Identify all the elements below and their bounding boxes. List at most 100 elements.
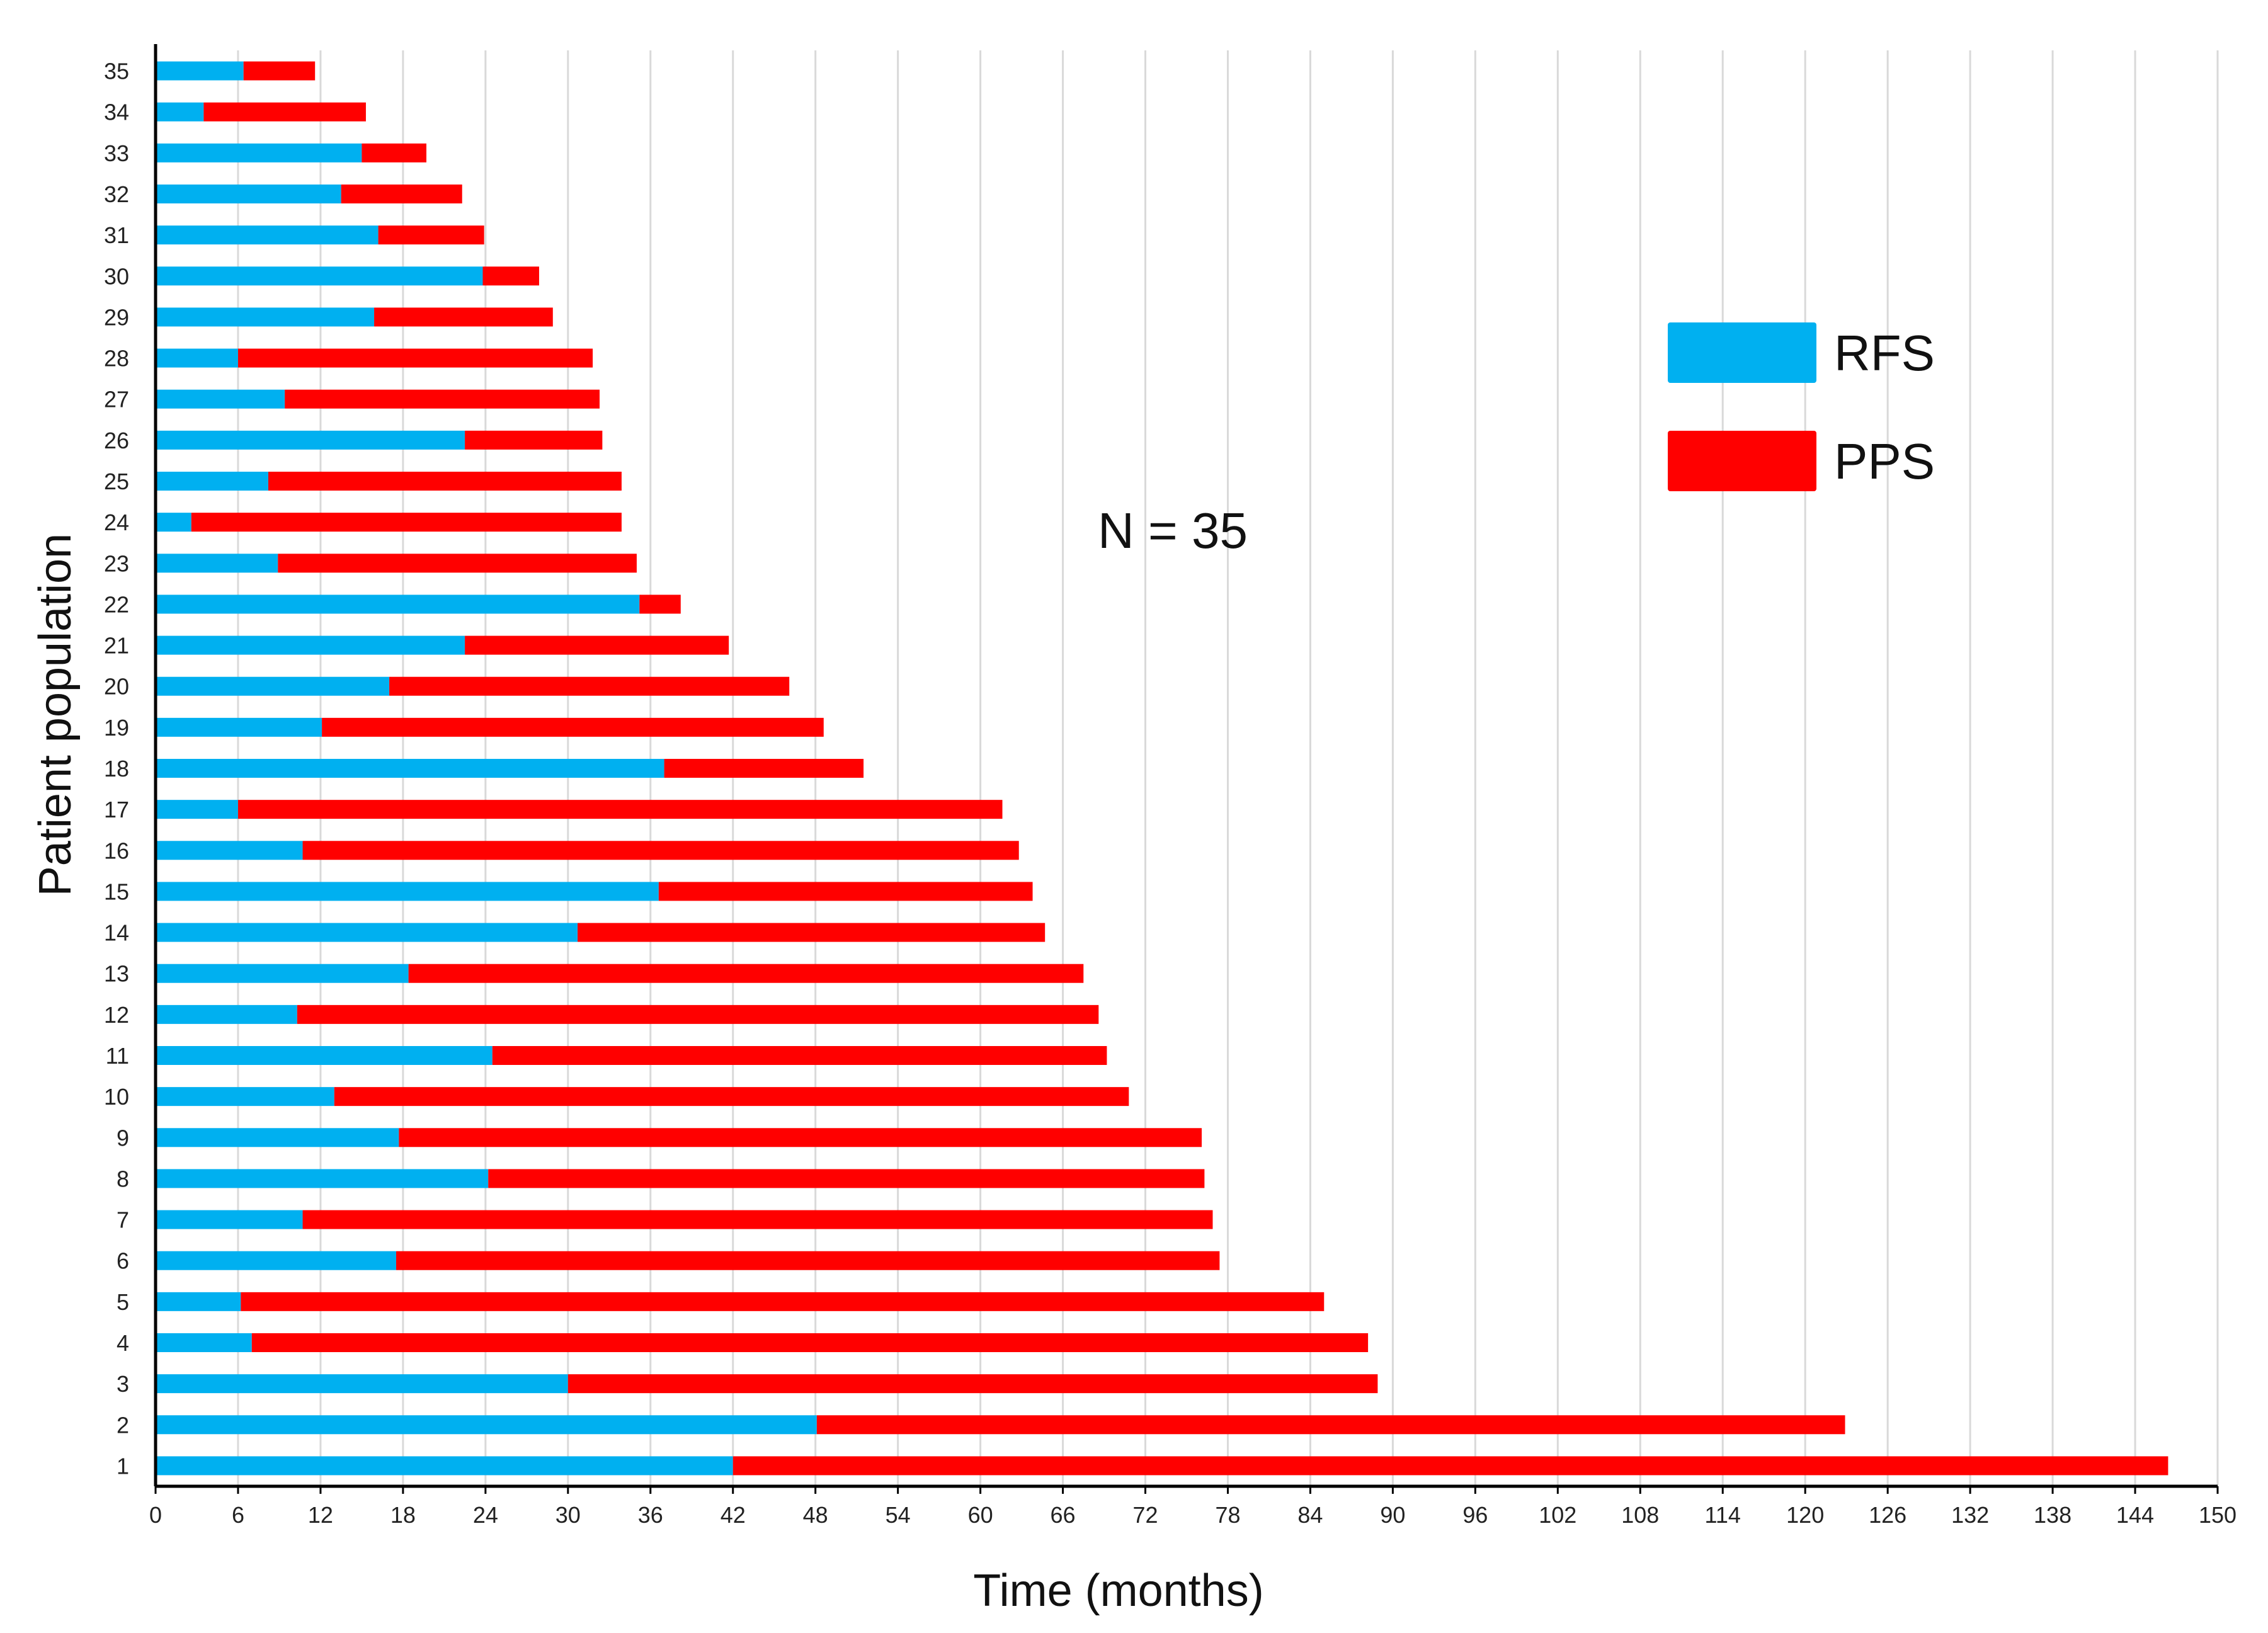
x-tick-label-6: 6 — [232, 1502, 244, 1528]
bar-pps-patient-31 — [378, 225, 484, 245]
bar-rfs-patient-34 — [156, 102, 204, 122]
legend-label-pps: PPS — [1834, 433, 1935, 489]
x-tick-label-108: 108 — [1621, 1502, 1659, 1528]
bar-pps-patient-7 — [302, 1210, 1213, 1229]
y-tick-label-27: 27 — [104, 387, 129, 413]
x-tick-label-102: 102 — [1539, 1502, 1576, 1528]
x-tick-label-18: 18 — [390, 1502, 416, 1528]
y-tick-label-20: 20 — [104, 674, 129, 700]
bar-pps-patient-18 — [664, 759, 864, 778]
x-tick-label-144: 144 — [2116, 1502, 2154, 1528]
y-tick-label-21: 21 — [104, 633, 129, 659]
x-tick-label-132: 132 — [1951, 1502, 1989, 1528]
bar-pps-patient-30 — [482, 266, 539, 286]
y-tick-label-13: 13 — [104, 961, 129, 987]
x-tick-label-12: 12 — [308, 1502, 333, 1528]
y-tick-label-22: 22 — [104, 591, 129, 617]
bar-rfs-patient-23 — [156, 554, 278, 573]
bar-pps-patient-35 — [243, 61, 316, 81]
y-tick-label-33: 33 — [104, 140, 129, 166]
bar-pps-patient-15 — [658, 882, 1033, 901]
x-tick-labels: 0 6 12 18 24 30 36 42 48 54 60 66 72 78 84 90 96 102 108 11… — [149, 1502, 2237, 1528]
x-tick-label-24: 24 — [473, 1502, 498, 1528]
bar-rfs-patient-30 — [156, 266, 483, 286]
x-tick-label-66: 66 — [1051, 1502, 1076, 1528]
bar-pps-patient-14 — [578, 923, 1046, 942]
x-tick-label-150: 150 — [2199, 1502, 2237, 1528]
legend-swatch-pps — [1668, 431, 1816, 491]
bar-rfs-patient-32 — [156, 185, 341, 203]
bar-rfs-patient-6 — [156, 1251, 396, 1270]
bar-rfs-patient-4 — [156, 1333, 252, 1352]
bar-pps-patient-34 — [203, 102, 366, 122]
bar-pps-patient-16 — [302, 841, 1019, 860]
bar-pps-patient-11 — [492, 1046, 1107, 1065]
x-tick-label-96: 96 — [1462, 1502, 1488, 1528]
y-tick-label-5: 5 — [117, 1289, 129, 1315]
bar-rfs-patient-18 — [156, 759, 664, 778]
bar-pps-patient-22 — [639, 595, 681, 614]
bar-rfs-patient-13 — [156, 964, 409, 983]
y-tick-label-4: 4 — [117, 1330, 129, 1356]
bar-pps-patient-28 — [237, 348, 593, 368]
bar-pps-patient-1 — [732, 1456, 2168, 1476]
y-tick-label-18: 18 — [104, 756, 129, 782]
y-tick-label-8: 8 — [117, 1166, 129, 1192]
bar-pps-patient-4 — [251, 1333, 1369, 1352]
bar-pps-patient-5 — [241, 1292, 1325, 1311]
legend: RFS PPS — [1668, 322, 1935, 491]
bar-pps-patient-21 — [465, 635, 729, 655]
x-tick-label-72: 72 — [1132, 1502, 1158, 1528]
bar-rfs-patient-22 — [156, 595, 640, 614]
x-tick-label-120: 120 — [1786, 1502, 1824, 1528]
bar-pps-patient-8 — [488, 1169, 1205, 1188]
x-tick-label-138: 138 — [2034, 1502, 2071, 1528]
bar-pps-patient-26 — [465, 430, 603, 450]
y-tick-label-1: 1 — [117, 1453, 129, 1479]
bar-rfs-patient-17 — [156, 800, 238, 819]
legend-swatch-rfs — [1668, 322, 1816, 383]
y-tick-label-31: 31 — [104, 222, 129, 248]
bar-rfs-patient-15 — [156, 882, 659, 901]
bar-pps-patient-12 — [297, 1004, 1099, 1024]
bars — [156, 61, 2168, 1476]
sample-size-annotation: N = 35 — [1098, 503, 1248, 559]
x-tick-label-54: 54 — [886, 1502, 911, 1528]
y-tick-label-9: 9 — [117, 1125, 129, 1151]
y-tick-label-11: 11 — [106, 1043, 129, 1069]
bar-rfs-patient-3 — [156, 1374, 568, 1394]
x-tick-label-60: 60 — [968, 1502, 993, 1528]
x-tick-label-48: 48 — [803, 1502, 828, 1528]
bar-rfs-patient-7 — [156, 1210, 303, 1229]
x-tick-label-78: 78 — [1215, 1502, 1240, 1528]
legend-label-rfs: RFS — [1834, 325, 1935, 381]
bar-pps-patient-27 — [285, 389, 600, 409]
bar-pps-patient-23 — [278, 554, 637, 573]
y-tick-label-26: 26 — [104, 428, 129, 453]
y-tick-label-25: 25 — [104, 469, 129, 494]
y-tick-label-32: 32 — [104, 181, 129, 207]
x-tick-label-30: 30 — [556, 1502, 581, 1528]
y-tick-label-34: 34 — [104, 100, 129, 125]
y-axis-label: Patient population — [30, 533, 81, 896]
bar-rfs-patient-24 — [156, 513, 191, 532]
y-tick-labels: 1234567891011121314151617181920212223242… — [104, 59, 129, 1479]
y-tick-label-15: 15 — [104, 879, 129, 904]
axes — [154, 44, 2218, 1488]
bar-rfs-patient-20 — [156, 676, 390, 696]
y-tick-label-12: 12 — [104, 1002, 129, 1028]
bar-pps-patient-13 — [408, 964, 1084, 983]
bar-pps-patient-10 — [334, 1087, 1129, 1107]
bar-rfs-patient-21 — [156, 635, 465, 655]
y-tick-label-29: 29 — [104, 304, 129, 330]
y-tick-label-35: 35 — [104, 59, 129, 84]
y-tick-label-30: 30 — [104, 263, 129, 289]
bar-rfs-patient-27 — [156, 389, 285, 409]
bar-pps-patient-29 — [374, 307, 553, 327]
bar-rfs-patient-33 — [156, 143, 362, 162]
x-tick-label-42: 42 — [721, 1502, 746, 1528]
bar-rfs-patient-11 — [156, 1046, 493, 1065]
bar-pps-patient-25 — [268, 472, 622, 491]
